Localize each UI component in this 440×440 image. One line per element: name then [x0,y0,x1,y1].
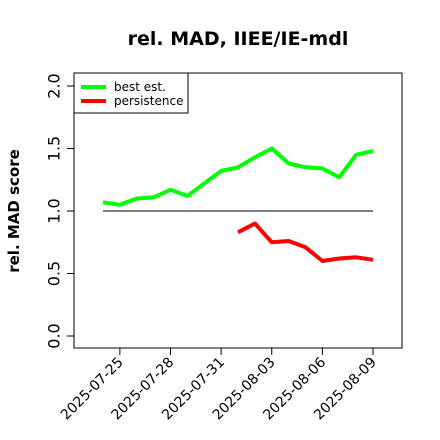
series-layer [102,146,374,263]
series-line-persistence [237,221,374,263]
y-tick-label: 0.5 [45,261,64,286]
y-axis-label: rel. MAD score [5,149,23,273]
series-line-best-est [102,146,374,207]
y-tick-label: 1.5 [45,136,64,161]
legend: best est.persistence [73,72,189,114]
y-tick-label: 0.0 [45,323,64,348]
chart-title: rel. MAD, IIEE/IE-mdl [128,28,349,50]
y-axis: 0.0 0.5 1.0 1.5 2.0 [45,73,74,349]
y-tick-label: 2.0 [45,73,64,98]
legend-box [73,72,189,114]
x-axis: 2025-07-252025-07-282025-07-312025-08-03… [58,348,380,423]
legend-label: persistence [114,94,183,108]
legend-label: best est. [114,80,166,94]
y-tick-label: 1.0 [45,198,64,223]
